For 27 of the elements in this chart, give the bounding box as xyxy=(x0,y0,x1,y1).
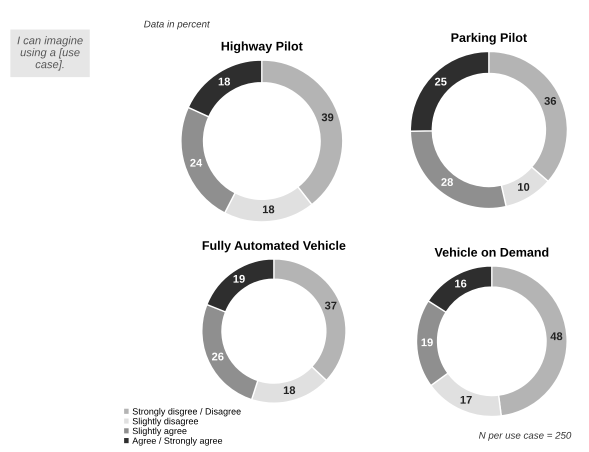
data-label: 26 xyxy=(212,352,224,360)
legend-label: Agree / Strongly agree xyxy=(132,437,222,446)
legend-label: Slightly disagree xyxy=(132,418,198,426)
data-label: 48 xyxy=(550,332,562,340)
chart-title: Vehicle on Demand xyxy=(434,248,548,257)
chart-title: Fully Automated Vehicle xyxy=(202,240,346,252)
data-label: 19 xyxy=(234,274,245,283)
text: Data in percent xyxy=(144,20,210,30)
legend-label: Strongly disgree / Disagree xyxy=(132,408,241,416)
data-label: 36 xyxy=(544,97,556,105)
chart-title: Parking Pilot xyxy=(452,32,527,45)
chart-title: Highway Pilot xyxy=(222,41,303,54)
text: N per use case = 250 xyxy=(478,432,572,441)
data-label: 10 xyxy=(518,183,530,191)
legend-label: Slightly agree xyxy=(132,427,187,436)
data-label: 37 xyxy=(324,302,336,310)
data-label: 25 xyxy=(434,78,447,86)
data-label: 24 xyxy=(190,158,202,167)
data-label: 18 xyxy=(262,205,274,214)
data-label: 19 xyxy=(422,338,433,346)
data-label: 17 xyxy=(460,396,472,404)
text: I can imagine using a [use case]. xyxy=(17,36,83,70)
data-label: 16 xyxy=(455,280,466,288)
data-label: 18 xyxy=(284,386,296,394)
data-label: 18 xyxy=(218,78,230,86)
data-label: 28 xyxy=(441,178,453,186)
data-label: 39 xyxy=(322,113,334,122)
